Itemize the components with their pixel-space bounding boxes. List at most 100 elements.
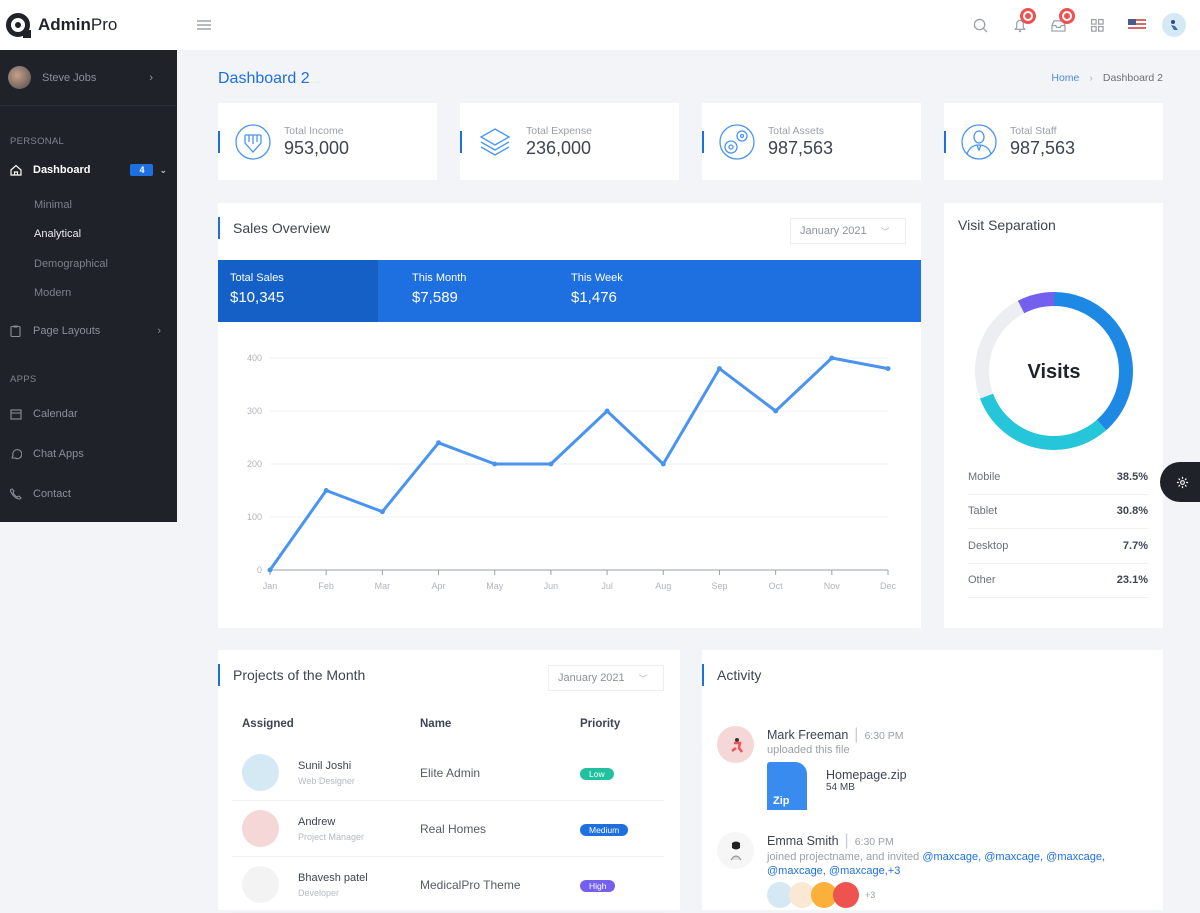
sidebar-item-page-layouts[interactable]: Page Layouts › bbox=[0, 308, 177, 354]
month-select[interactable]: January 2021 ﹀ bbox=[790, 218, 906, 244]
sales-overview-card: Sales Overview January 2021 ﹀ Total Sales… bbox=[218, 203, 921, 628]
inbox-icon[interactable] bbox=[1039, 8, 1078, 40]
summary-this-week: This Week $1,476 bbox=[559, 260, 740, 322]
menu-toggle-icon[interactable] bbox=[197, 18, 211, 32]
user-avatar bbox=[717, 726, 754, 763]
svg-text:Feb: Feb bbox=[318, 581, 334, 591]
project-name: MedicalPro Theme bbox=[420, 877, 521, 892]
sidebar-subitem-analytical[interactable]: Analytical bbox=[34, 228, 82, 241]
bell-icon[interactable] bbox=[1000, 8, 1039, 40]
summary-value: $10,345 bbox=[230, 289, 285, 306]
svg-text:Sep: Sep bbox=[711, 581, 727, 591]
projects-table-body: Sunil Joshi Web Designer Elite Admin Low And… bbox=[232, 745, 664, 913]
sidebar-item-label: Chat Apps bbox=[33, 448, 84, 460]
breadcrumb-home[interactable]: Home bbox=[1051, 72, 1080, 84]
chevron-down-icon: ﹀ bbox=[880, 226, 890, 237]
svg-text:Jun: Jun bbox=[544, 581, 559, 591]
mention-links[interactable]: @maxcage, @maxcage,+3 bbox=[767, 865, 901, 877]
column-header: Assigned bbox=[242, 718, 294, 730]
priority-badge: Medium bbox=[580, 823, 629, 836]
table-row[interactable]: Sunil Joshi Web Designer Elite Admin Low bbox=[232, 745, 664, 801]
phone-icon bbox=[10, 488, 24, 500]
device-label: Other bbox=[968, 574, 996, 587]
month-select[interactable]: January 2021 ﹀ bbox=[548, 665, 664, 691]
table-row[interactable]: Andrew Project Manager Real Homes Medium bbox=[232, 801, 664, 857]
sidebar-item-dashboard[interactable]: Dashboard 4 ⌄ bbox=[0, 150, 177, 190]
sidebar-subitem-modern[interactable]: Modern bbox=[34, 287, 72, 300]
svg-text:100: 100 bbox=[247, 512, 262, 522]
sidebar-subitem-demographical[interactable]: Demographical bbox=[34, 257, 108, 270]
device-label: Desktop bbox=[968, 539, 1009, 552]
sales-line-chart: 0 100 200 300 400 Jan Feb Mar Apr May Jun Jul Aug Sep… bbox=[247, 353, 897, 591]
sidebar: Steve Jobs › PERSONAL Dashboard 4 ⌄ Mini… bbox=[0, 50, 177, 522]
us-flag-icon bbox=[1127, 19, 1146, 31]
visit-separation-card: Visit Separation Visits Mobile 38.5% Table… bbox=[944, 203, 1163, 628]
svg-text:300: 300 bbox=[247, 406, 262, 416]
apps-grid-icon[interactable] bbox=[1078, 10, 1117, 40]
device-label: Mobile bbox=[968, 470, 1001, 483]
assignee-name: Bhavesh patel bbox=[298, 871, 368, 884]
sales-summary-band: Total Sales $10,345 This Month $7,589 This… bbox=[218, 260, 921, 322]
stat-card-expense: Total Expense 236,000 bbox=[460, 103, 679, 180]
notification-dot bbox=[1020, 8, 1036, 24]
activity-item: Emma Smith | 6:30 PM joined projectname, a… bbox=[717, 832, 1147, 908]
logo-icon bbox=[6, 13, 31, 38]
gear-icon bbox=[1176, 476, 1188, 488]
visits-row: Other 23.1% bbox=[968, 564, 1148, 598]
activity-user[interactable]: Emma Smith bbox=[767, 834, 839, 848]
sidebar-item-chat-apps[interactable]: Chat Apps bbox=[0, 434, 177, 474]
avatar bbox=[833, 882, 859, 908]
sidebar-user[interactable]: Steve Jobs › bbox=[0, 50, 177, 106]
device-percent: 38.5% bbox=[1116, 470, 1148, 483]
svg-text:May: May bbox=[486, 581, 504, 591]
sidebar-item-label: Dashboard bbox=[33, 164, 91, 176]
sidebar-item-calendar[interactable]: Calendar bbox=[0, 394, 177, 434]
chevron-down-icon: ⌄ bbox=[159, 164, 167, 175]
pen-nib-icon bbox=[235, 123, 271, 160]
summary-total-sales: Total Sales $10,345 bbox=[218, 260, 378, 322]
priority-badge: High bbox=[580, 879, 616, 892]
count-badge: 4 bbox=[130, 164, 154, 176]
stat-card-staff: Total Staff 987,563 bbox=[944, 103, 1163, 180]
assignee-name: Andrew bbox=[298, 815, 336, 828]
stat-label: Total Staff bbox=[1010, 124, 1057, 137]
file-attachment[interactable]: Zip Homepage.zip 54 MB bbox=[767, 762, 907, 810]
device-percent: 30.8% bbox=[1116, 505, 1148, 518]
summary-value: $1,476 bbox=[571, 289, 617, 306]
avatar bbox=[242, 810, 279, 847]
settings-gear-button[interactable] bbox=[1160, 462, 1200, 502]
sidebar-item-label: Page Layouts bbox=[33, 325, 101, 337]
device-percent: 23.1% bbox=[1116, 574, 1148, 587]
sidebar-item-contact[interactable]: Contact bbox=[0, 474, 177, 514]
stat-card-income: Total Income 953,000 bbox=[218, 103, 437, 180]
section-label-apps: APPS bbox=[10, 374, 37, 385]
device-label: Tablet bbox=[968, 505, 998, 518]
svg-text:400: 400 bbox=[247, 353, 262, 363]
search-icon[interactable] bbox=[961, 10, 1000, 40]
avatar bbox=[242, 754, 279, 791]
mention-links[interactable]: @maxcage, @maxcage, @maxcage, bbox=[922, 851, 1106, 863]
person-icon bbox=[961, 123, 997, 160]
stat-value: 987,563 bbox=[1010, 137, 1076, 158]
more-count: +3 bbox=[865, 890, 876, 900]
chevron-right-icon: › bbox=[149, 71, 153, 84]
brand-name-bold: Admin bbox=[38, 15, 91, 34]
logo[interactable]: AdminPro bbox=[0, 13, 177, 38]
sidebar-item-label: Contact bbox=[33, 488, 71, 500]
calendar-icon bbox=[10, 408, 24, 420]
activity-desc: uploaded this file bbox=[767, 744, 850, 756]
activity-item: Mark Freeman | 6:30 PM uploaded this file … bbox=[717, 726, 907, 810]
user-avatar[interactable] bbox=[1162, 13, 1186, 37]
summary-label: This Week bbox=[571, 272, 623, 284]
stat-label: Total Assets bbox=[768, 124, 825, 137]
chevron-right-icon: › bbox=[157, 325, 161, 337]
visits-row: Mobile 38.5% bbox=[968, 460, 1148, 495]
activity-user[interactable]: Mark Freeman bbox=[767, 728, 849, 742]
avatar bbox=[242, 866, 279, 903]
table-row[interactable]: Bhavesh patel Developer MedicalPro Theme Hi… bbox=[232, 857, 664, 913]
language-selector[interactable] bbox=[1117, 10, 1156, 40]
brand-name-light: Pro bbox=[90, 15, 118, 34]
sidebar-subitem-minimal[interactable]: Minimal bbox=[34, 198, 72, 211]
assignee-name: Sunil Joshi bbox=[298, 759, 352, 772]
breadcrumb-separator-icon: › bbox=[1089, 72, 1093, 84]
